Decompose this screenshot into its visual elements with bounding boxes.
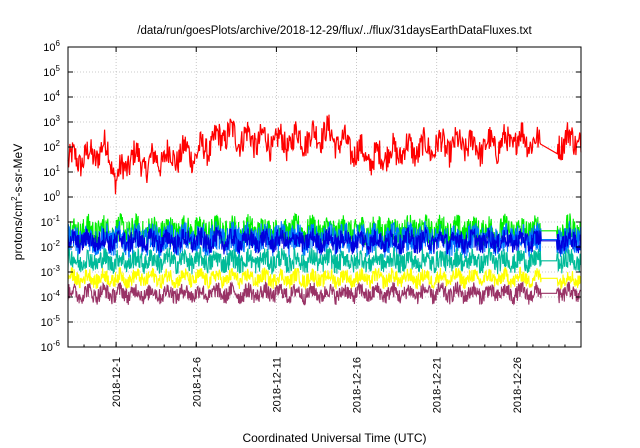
y-tick-label: 105 <box>43 64 60 79</box>
y-tick-base: 10 <box>43 142 55 154</box>
y-axis: 10-610-510-410-310-210-11001011021031041… <box>41 39 581 354</box>
y-tick-base: 10 <box>43 42 55 54</box>
y-tick-exp: -5 <box>53 314 61 323</box>
y-tick-exp: -2 <box>53 239 61 248</box>
x-axis-label: Coordinated Universal Time (UTC) <box>242 431 426 445</box>
y-axis-label: protons/cm2-s-sr-MeV <box>10 144 25 260</box>
y-axis-label-sup: 2 <box>10 196 19 201</box>
y-tick-exp: 0 <box>56 189 61 198</box>
series-band-5 <box>67 266 582 291</box>
y-tick-base: 10 <box>43 167 55 179</box>
y-tick-base: 10 <box>41 267 53 279</box>
y-axis-label-pre: protons/cm <box>11 201 25 260</box>
x-tick-label: 2018-12-11 <box>271 357 283 412</box>
y-tick-base: 10 <box>41 217 53 229</box>
y-tick-base: 10 <box>41 292 53 304</box>
y-tick-exp: -6 <box>53 339 61 348</box>
y-tick-label: 10-3 <box>41 264 61 279</box>
x-axis: 2018-12-1 2018-12-6 2018-12-11 2018-12-16 20… <box>67 47 582 413</box>
y-tick-exp: 1 <box>56 164 61 173</box>
x-tick-label: 2018-12-16 <box>352 357 364 413</box>
y-tick-exp: -1 <box>53 214 61 223</box>
x-tick-label: 2018-12-26 <box>512 357 524 413</box>
series-layer <box>67 114 582 306</box>
y-tick-exp: -4 <box>53 289 61 298</box>
y-tick-label: 106 <box>43 39 60 54</box>
y-tick-exp: 4 <box>56 89 61 98</box>
y-tick-exp: -3 <box>53 264 61 273</box>
y-tick-base: 10 <box>41 242 53 254</box>
y-tick-label: 104 <box>43 89 60 104</box>
y-tick-base: 10 <box>41 342 53 354</box>
y-tick-label: 102 <box>43 139 60 154</box>
y-tick-base: 10 <box>41 317 53 329</box>
y-tick-label: 100 <box>43 189 60 204</box>
series-band-3 <box>67 227 582 256</box>
x-tick-label: 2018-12-21 <box>432 357 444 413</box>
series-line-red <box>67 114 582 195</box>
plot-frame <box>67 46 582 348</box>
x-tick-label: 2018-12-6 <box>191 357 203 407</box>
y-tick-exp: 2 <box>56 139 61 148</box>
y-tick-exp: 3 <box>56 114 61 123</box>
chart-title: /data/run/goesPlots/archive/2018-12-29/f… <box>137 25 532 37</box>
y-tick-base: 10 <box>43 192 55 204</box>
y-tick-label: 10-1 <box>41 214 61 229</box>
series-band-6 <box>67 281 581 306</box>
x-tick-label: 2018-12-1 <box>111 357 123 407</box>
y-tick-label: 10-4 <box>41 289 61 304</box>
grid-lines <box>68 47 581 347</box>
y-tick-label: 101 <box>43 164 60 179</box>
y-tick-exp: 5 <box>56 64 61 73</box>
y-tick-base: 10 <box>43 67 55 79</box>
y-tick-label: 10-2 <box>41 239 61 254</box>
y-tick-exp: 6 <box>56 39 61 48</box>
y-tick-base: 10 <box>43 92 55 104</box>
y-axis-label-post: -s-sr-MeV <box>11 144 25 197</box>
y-tick-base: 10 <box>43 117 55 129</box>
y-tick-label: 10-6 <box>41 339 61 354</box>
series-band-4 <box>67 246 582 275</box>
y-tick-label: 10-5 <box>41 314 61 329</box>
y-tick-label: 103 <box>43 114 60 129</box>
